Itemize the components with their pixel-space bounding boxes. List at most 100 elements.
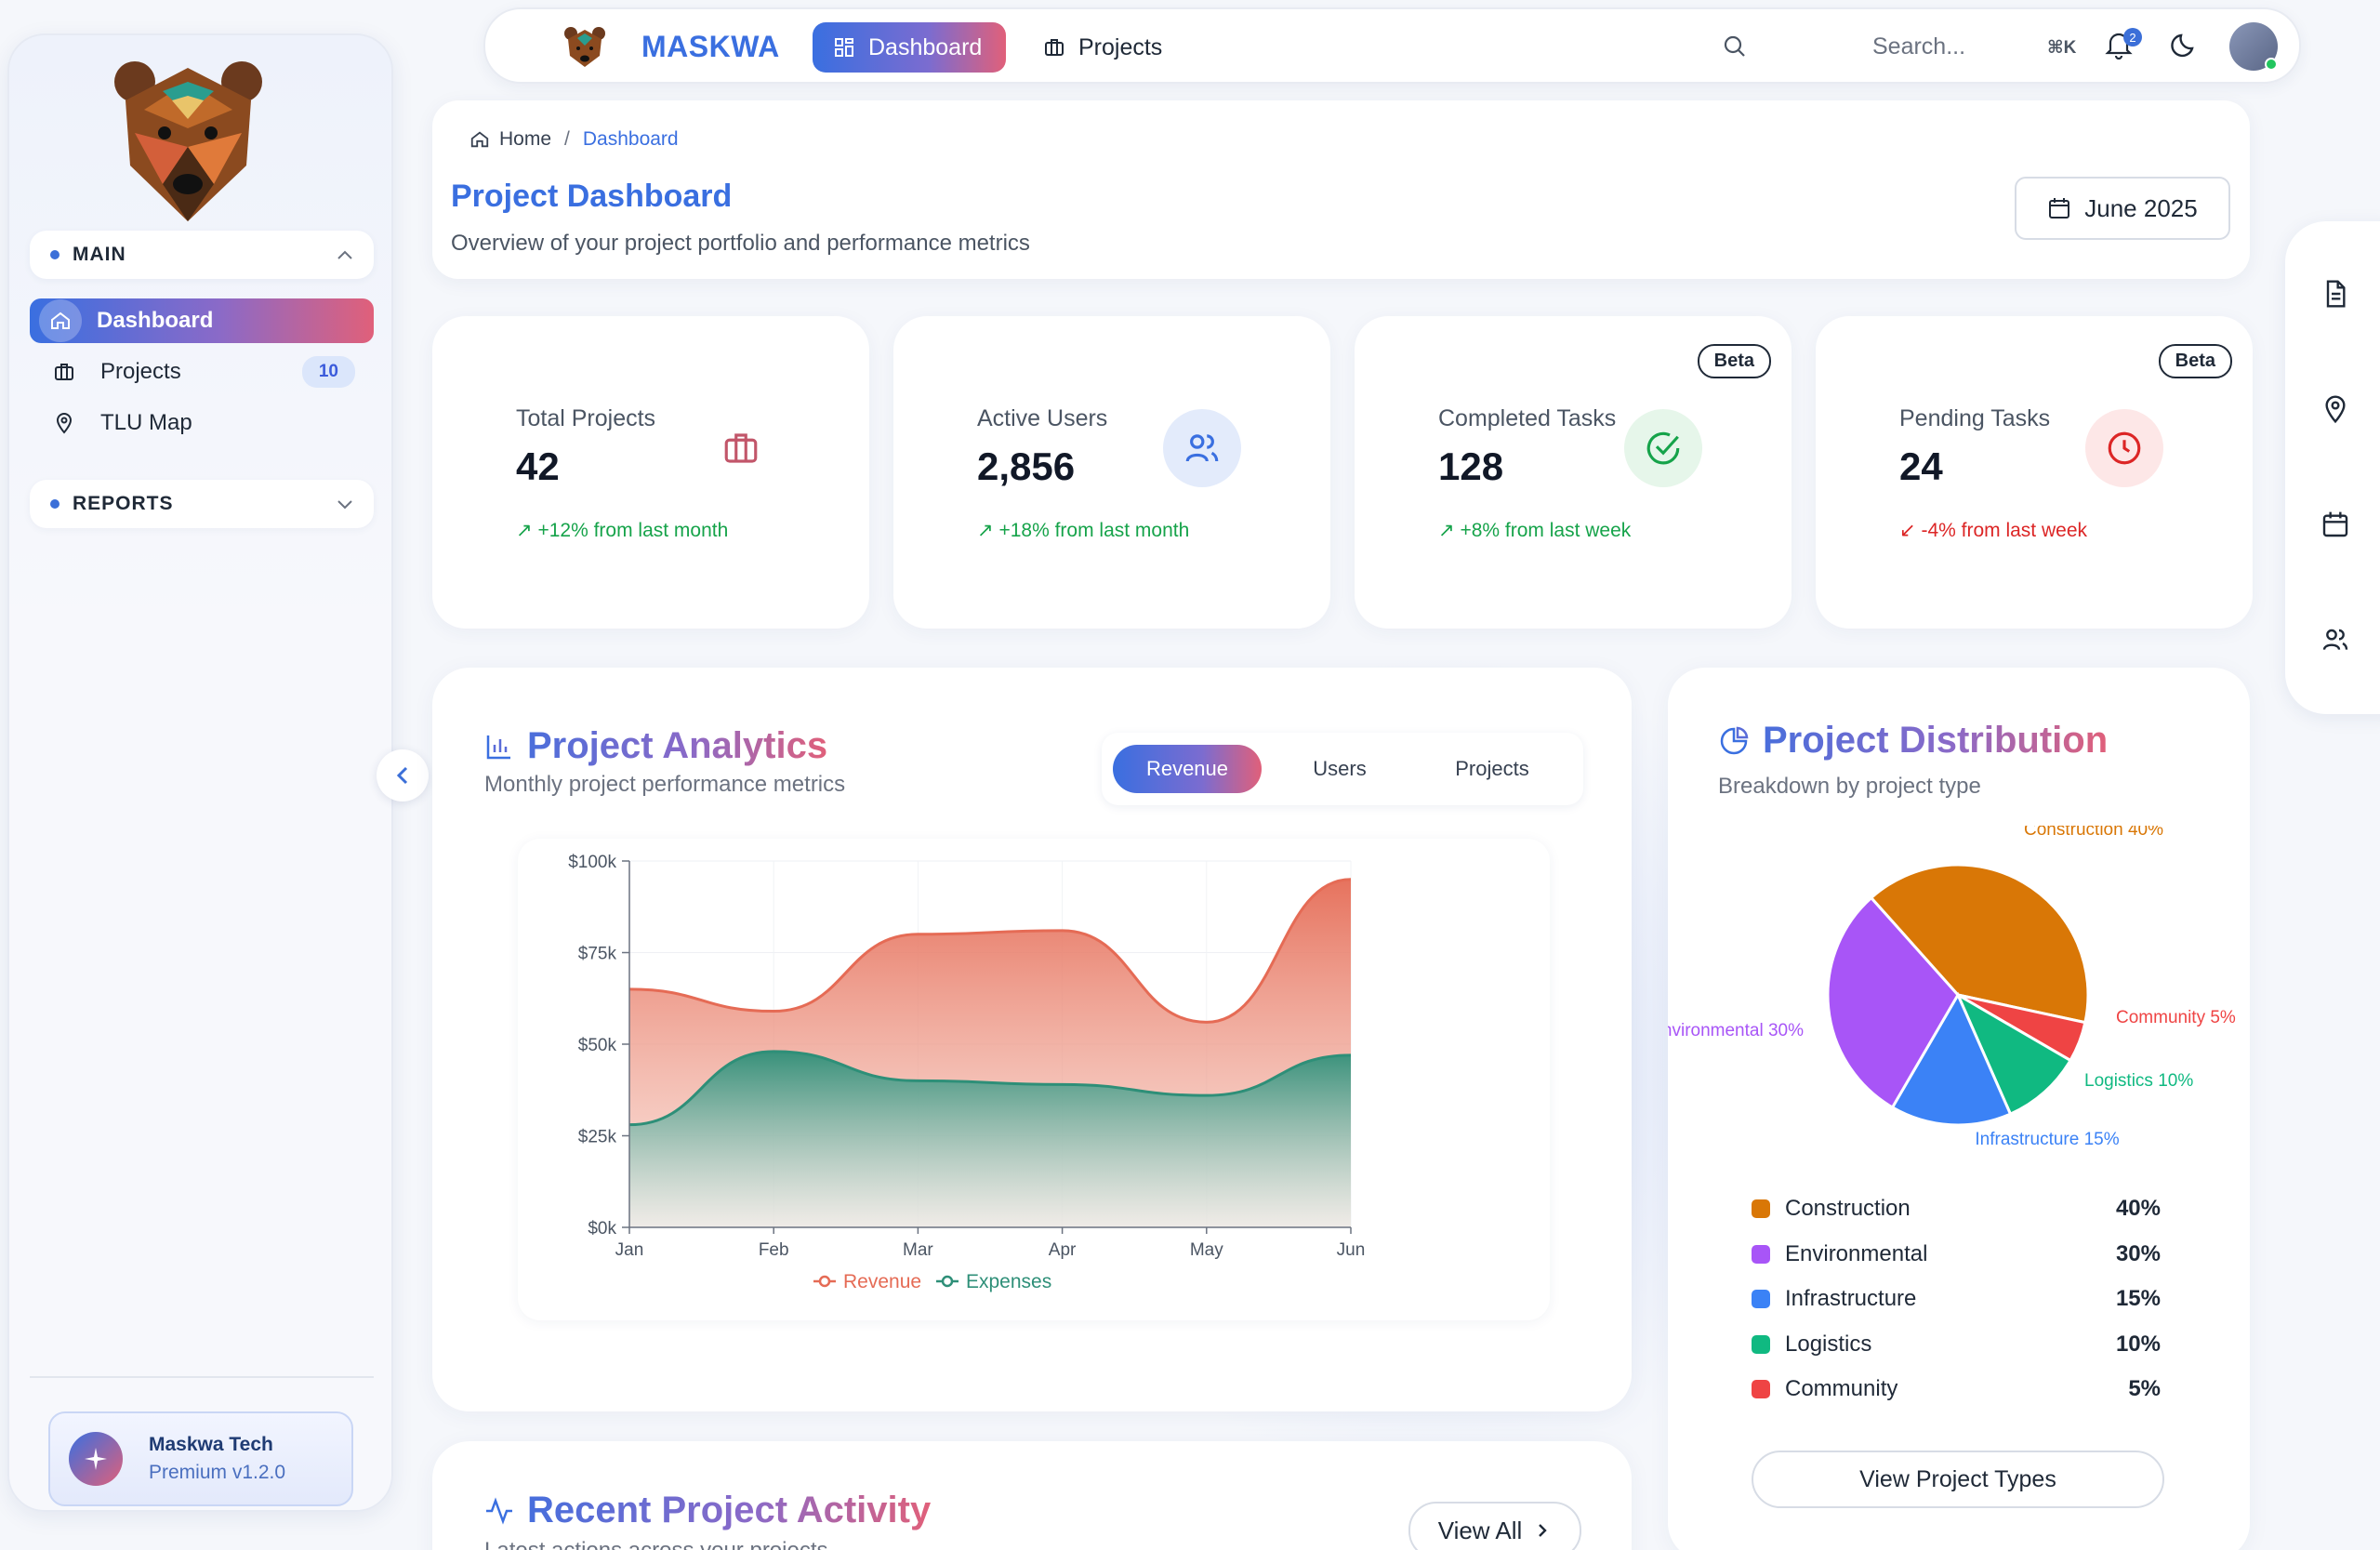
legend-item-revenue[interactable]: Revenue <box>813 1271 921 1292</box>
pie-slice-construction[interactable] <box>1869 863 2090 1025</box>
svg-text:Revenue: Revenue <box>843 1271 921 1292</box>
stat-card-total-projects[interactable]: Total Projects 42 ↗ +12% from last month <box>432 316 869 629</box>
map-pin-icon[interactable] <box>2317 391 2354 428</box>
pie-slice-logistics[interactable] <box>1954 991 2073 1117</box>
tab-projects[interactable]: Projects <box>1455 757 1529 780</box>
legend-item-community[interactable]: Community 5% <box>1752 1376 2161 1402</box>
legend-item-environmental[interactable]: Environmental 30% <box>1752 1241 2161 1267</box>
sidebar-item-projects[interactable]: Projects 10 <box>30 350 374 394</box>
calendar-icon <box>2047 196 2071 220</box>
stat-trend-text: +18% from last month <box>998 520 1190 541</box>
page-subtitle: Overview of your project portfolio and p… <box>451 231 1030 256</box>
check-circle-icon <box>1624 409 1702 487</box>
legend-swatch <box>1752 1290 1770 1308</box>
legend-item-infrastructure[interactable]: Infrastructure 15% <box>1752 1286 2161 1312</box>
home-icon <box>39 299 82 342</box>
x-tick-label: Jun <box>1337 1240 1366 1260</box>
tab-users[interactable]: Users <box>1313 757 1367 780</box>
y-tick-label: $75k <box>578 945 617 964</box>
stat-trend: ↗ +18% from last month <box>977 519 1189 542</box>
brand-card-name: Maskwa Tech <box>149 1434 273 1455</box>
document-icon[interactable] <box>2317 275 2354 312</box>
y-tick-label: $100k <box>568 853 616 872</box>
activity-icon <box>484 1496 514 1526</box>
date-picker-button[interactable]: June 2025 <box>2015 177 2230 240</box>
sidebar-item-dashboard[interactable]: Dashboard <box>30 298 374 343</box>
briefcase-icon <box>48 361 80 383</box>
section-main-label: MAIN <box>73 244 126 265</box>
legend-percent: 10% <box>2115 1331 2161 1357</box>
tab-dashboard[interactable]: Dashboard <box>813 22 1006 73</box>
x-tick-label: Mar <box>903 1240 933 1260</box>
pie-chart: Construction 40% Community 5% Logistics 10… <box>1668 826 2236 1149</box>
stat-trend: ↗ +8% from last week <box>1438 519 1631 542</box>
stat-card-completed-tasks[interactable]: Beta Completed Tasks 128 ↗ +8% from last… <box>1355 316 1792 629</box>
legend-label: Construction <box>1785 1196 1911 1221</box>
legend-item-construction[interactable]: Construction 40% <box>1752 1196 2161 1222</box>
legend-label: Logistics <box>1785 1331 1872 1357</box>
tab-projects[interactable]: Projects <box>1023 22 1183 73</box>
chevron-right-icon <box>1539 1524 1547 1537</box>
bell-icon[interactable] <box>2105 30 2133 64</box>
section-dot <box>50 250 60 259</box>
sidebar-item-tlu-map[interactable]: TLU Map <box>30 401 374 445</box>
legend-item-logistics[interactable]: Logistics 10% <box>1752 1331 2161 1358</box>
arrow-up-right-icon: ↗ <box>516 520 533 541</box>
y-tick-label: $50k <box>578 1036 617 1055</box>
recent-subtitle: Latest actions across your projects <box>484 1538 828 1550</box>
stat-trend-text: +12% from last month <box>537 520 729 541</box>
search-icon[interactable] <box>1722 33 1748 64</box>
pie-slice-environmental[interactable] <box>1826 895 1960 1110</box>
section-reports-label: REPORTS <box>73 493 174 514</box>
legend-percent: 15% <box>2115 1286 2161 1311</box>
analytics-metric-tabs: Revenue Users Projects <box>1102 733 1583 805</box>
legend-swatch <box>1752 1199 1770 1218</box>
breadcrumb-home[interactable]: Home <box>499 128 552 150</box>
breadcrumb-separator: / <box>564 128 570 150</box>
brand-name[interactable]: MASKWA <box>641 30 780 63</box>
tab-label: Dashboard <box>868 33 983 60</box>
y-tick-label: $0k <box>588 1219 616 1239</box>
section-main-toggle[interactable]: MAIN <box>30 231 374 279</box>
project-analytics-card: Project Analytics Monthly project perfor… <box>432 668 1632 1411</box>
stat-card-pending-tasks[interactable]: Beta Pending Tasks 24 ↙ -4% from last we… <box>1816 316 2253 629</box>
series-line-expenses[interactable] <box>628 1050 1352 1127</box>
brand-card[interactable]: Maskwa Tech Premium v1.2.0 <box>48 1411 353 1506</box>
moon-icon[interactable] <box>2170 30 2200 64</box>
stat-label: Total Projects <box>516 405 656 431</box>
analytics-chart-container: $0k $25k $50k $75k $100k Jan Feb Mar Apr May Jun Re… <box>518 839 1550 1320</box>
stat-label: Pending Tasks <box>1899 405 2051 431</box>
stat-card-active-users[interactable]: Active Users 2,856 ↗ +18% from last mont… <box>893 316 1330 629</box>
stat-label: Active Users <box>977 405 1108 431</box>
bear-mini-logo[interactable] <box>562 22 608 69</box>
analytics-title-text: Project Analytics <box>527 725 828 766</box>
bear-logo[interactable] <box>107 45 270 240</box>
pie-slice-infrastructure[interactable] <box>1890 991 2013 1127</box>
x-tick-label: Feb <box>759 1240 789 1260</box>
users-icon[interactable] <box>2317 621 2354 658</box>
recent-title-text: Recent Project Activity <box>527 1490 932 1530</box>
search-shortcut: ⌘K <box>2047 38 2077 58</box>
calendar-icon[interactable] <box>2317 506 2354 543</box>
projects-count-badge: 10 <box>301 356 355 388</box>
pie-callout-label: Community 5% <box>2116 1008 2236 1027</box>
stat-value: 24 <box>1899 444 1943 488</box>
pie-callout-label: Logistics 10% <box>2084 1071 2193 1091</box>
view-all-button[interactable]: View All <box>1408 1502 1581 1550</box>
home-icon <box>469 129 490 150</box>
search-input[interactable]: Search... <box>1872 33 1966 60</box>
recent-title: Recent Project Activity <box>484 1490 931 1531</box>
view-project-types-button[interactable]: View Project Types <box>1752 1451 2164 1508</box>
collapse-sidebar-button[interactable] <box>377 749 429 801</box>
distribution-title: Project Distribution <box>1718 720 2108 762</box>
stat-trend-text: -4% from last week <box>1921 520 2088 541</box>
series-line-revenue[interactable] <box>628 878 1352 1024</box>
sidebar: MAIN Dashboard Projects 10 TLU Map REPOR… <box>7 33 393 1512</box>
sparkle-icon <box>69 1432 123 1486</box>
legend-item-expenses[interactable]: Expenses <box>936 1271 1051 1292</box>
tab-revenue[interactable]: Revenue <box>1113 745 1262 793</box>
chevron-down-icon <box>337 494 353 515</box>
sidebar-item-label: Projects <box>100 359 181 384</box>
section-reports-toggle[interactable]: REPORTS <box>30 480 374 528</box>
stat-trend: ↙ -4% from last week <box>1899 519 2087 542</box>
